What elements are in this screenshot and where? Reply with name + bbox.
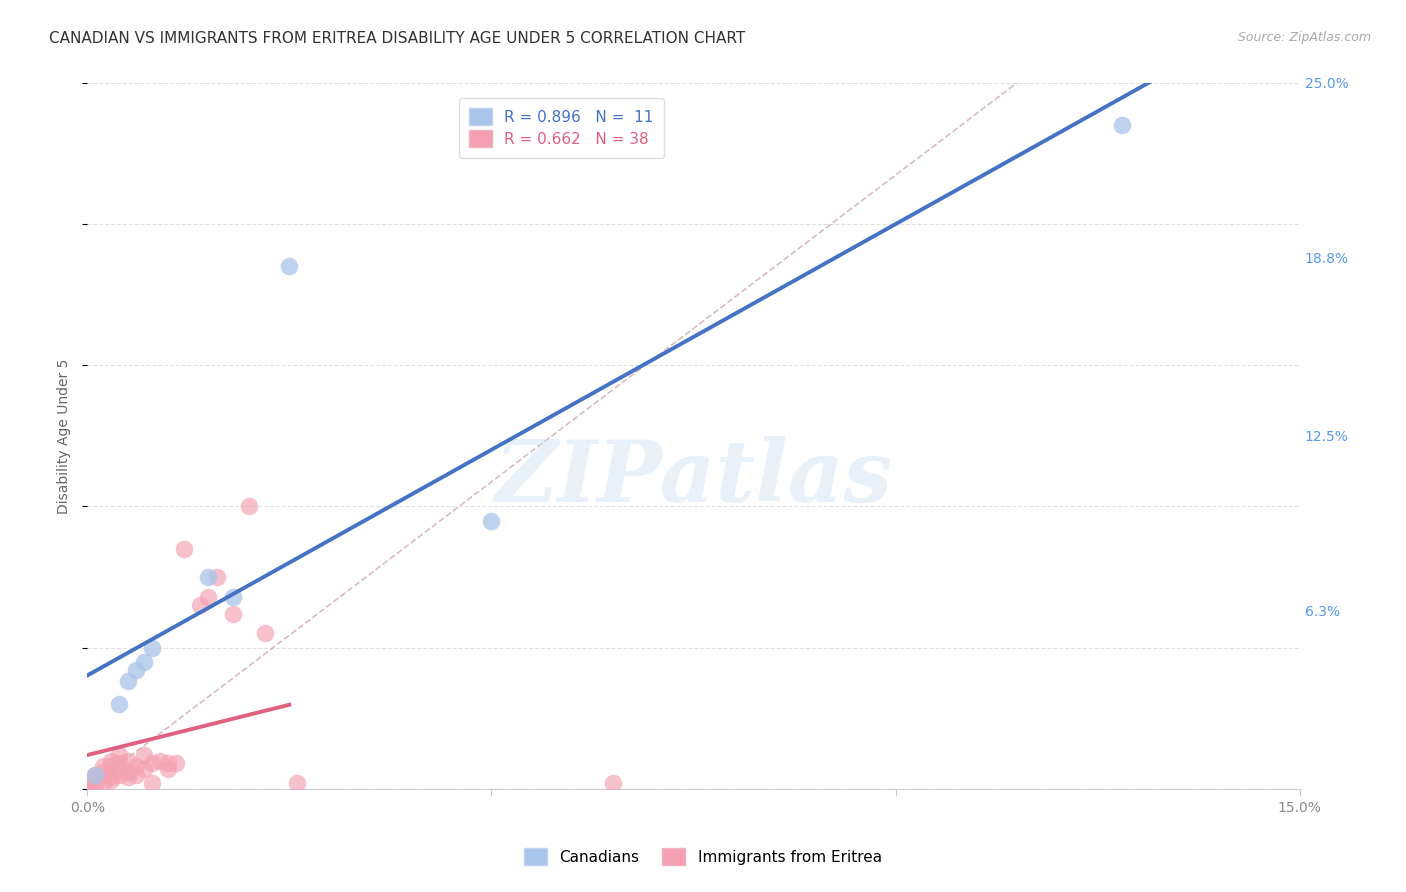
- Point: [108, 756, 131, 771]
- Point: [141, 640, 163, 655]
- Legend: R = 0.896   N =  11, R = 0.662   N = 38: R = 0.896 N = 11, R = 0.662 N = 38: [458, 97, 665, 158]
- Point: [156, 762, 179, 776]
- Point: [149, 754, 172, 768]
- Point: [108, 697, 131, 711]
- Legend: Canadians, Immigrants from Eritrea: Canadians, Immigrants from Eritrea: [519, 842, 887, 871]
- Point: [108, 767, 131, 781]
- Point: [253, 626, 276, 640]
- Point: [117, 754, 139, 768]
- Point: [84, 773, 107, 788]
- Point: [84, 779, 107, 793]
- Point: [602, 776, 624, 790]
- Point: [132, 762, 155, 776]
- Point: [117, 764, 139, 779]
- Point: [76, 781, 98, 796]
- Point: [100, 759, 122, 773]
- Point: [1111, 118, 1133, 132]
- Point: [165, 756, 187, 771]
- Point: [91, 759, 114, 773]
- Point: [285, 776, 308, 790]
- Y-axis label: Disability Age Under 5: Disability Age Under 5: [58, 359, 72, 514]
- Text: CANADIAN VS IMMIGRANTS FROM ERITREA DISABILITY AGE UNDER 5 CORRELATION CHART: CANADIAN VS IMMIGRANTS FROM ERITREA DISA…: [49, 31, 745, 46]
- Point: [132, 747, 155, 762]
- Point: [100, 773, 122, 788]
- Point: [84, 767, 107, 781]
- Point: [221, 590, 243, 604]
- Point: [197, 590, 219, 604]
- Point: [479, 514, 502, 528]
- Point: [221, 607, 243, 621]
- Point: [108, 747, 131, 762]
- Point: [124, 767, 146, 781]
- Point: [238, 500, 260, 514]
- Point: [205, 570, 228, 584]
- Text: Source: ZipAtlas.com: Source: ZipAtlas.com: [1237, 31, 1371, 45]
- Point: [141, 756, 163, 771]
- Point: [100, 771, 122, 785]
- Point: [108, 762, 131, 776]
- Point: [124, 663, 146, 677]
- Point: [173, 541, 195, 556]
- Point: [91, 764, 114, 779]
- Point: [156, 756, 179, 771]
- Point: [197, 570, 219, 584]
- Point: [117, 771, 139, 785]
- Point: [84, 767, 107, 781]
- Point: [278, 260, 301, 274]
- Point: [141, 776, 163, 790]
- Point: [100, 754, 122, 768]
- Point: [117, 674, 139, 689]
- Point: [91, 776, 114, 790]
- Text: ZIPatlas: ZIPatlas: [495, 436, 893, 520]
- Point: [124, 759, 146, 773]
- Point: [188, 599, 211, 613]
- Point: [132, 655, 155, 669]
- Point: [76, 776, 98, 790]
